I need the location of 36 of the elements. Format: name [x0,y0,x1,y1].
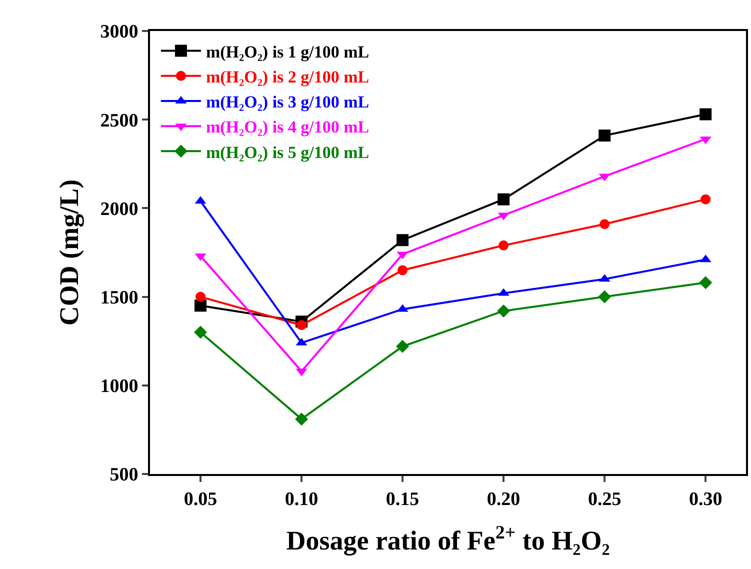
x-tick-label: 0.05 [184,488,218,510]
legend-label: m(H₂O₂) is 5 g/100 mL [206,142,370,162]
y-axis-title: COD (mg/L) [54,179,84,326]
point [699,276,712,290]
point [598,290,612,304]
legend-label: m(H₂O₂) is 1 g/100 mL [206,42,370,62]
x-tick-label: 0.30 [688,488,722,510]
x-tick-label: 0.25 [588,488,622,510]
point [498,193,510,206]
y-tick-label: 2000 [100,198,138,220]
point [396,340,410,353]
point [398,265,408,276]
y-tick-label: 3000 [100,22,138,43]
y-tick-label: 1000 [100,376,138,398]
point [700,194,711,204]
point [295,412,308,426]
x-axis-title: Dosage ratio of Fe$^{2+}$ to H₂O₂ [286,522,610,556]
x-tick-label: 0.10 [284,488,318,510]
point [296,320,307,330]
point [194,326,208,339]
point [497,304,510,318]
point [700,108,712,120]
y-tick-label: 2500 [100,110,138,132]
point [498,240,509,250]
legend-label: m(H₂O₂) is 3 g/100 mL [206,92,370,112]
point [598,130,611,142]
y-tick-label: 1500 [100,287,138,308]
x-tick-label: 0.15 [386,488,420,510]
point [196,292,206,302]
legend-label: m(H₂O₂) is 2 g/100 mL [206,67,370,86]
legend-label: m(H₂O₂) is 4 g/100 mL [206,118,370,137]
point [600,219,610,230]
y-tick-label: 500 [110,464,138,486]
point [396,234,409,246]
x-tick-label: 0.20 [486,488,520,510]
point [194,300,207,312]
